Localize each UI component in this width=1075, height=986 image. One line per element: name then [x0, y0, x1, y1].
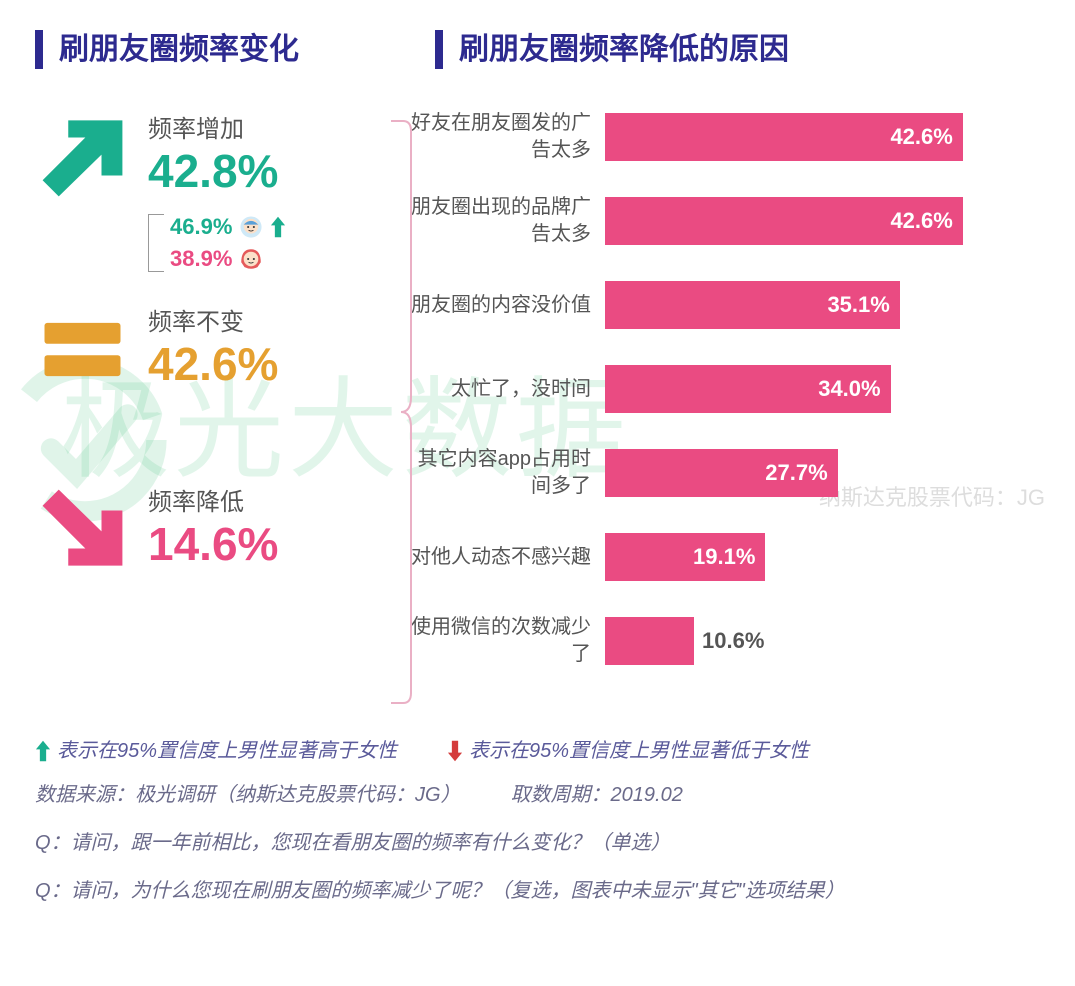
- footer-period: 取数周期：2019.02: [511, 776, 683, 814]
- bar-track: 27.7%: [605, 449, 1025, 497]
- bar-fill: 19.1%: [605, 533, 765, 581]
- bar-fill: 42.6%: [605, 197, 963, 245]
- bar-row: 对他人动态不感兴趣 19.1%: [405, 529, 1025, 585]
- bar-value: 19.1%: [693, 544, 755, 570]
- stat-same: 频率不变 42.6%: [35, 302, 395, 397]
- stat-increase: 频率增加 42.8%: [35, 109, 395, 204]
- title-left: 刷朋友圈频率变化: [35, 30, 395, 69]
- bar-value: 34.0%: [818, 376, 880, 402]
- equals-icon: [35, 302, 130, 397]
- bar-row: 使用微信的次数减少了 10.6%: [405, 613, 1025, 669]
- footer: 表示在95%置信度上男性显著高于女性 表示在95%置信度上男性显著低于女性 数据…: [35, 732, 1040, 910]
- breakdown-male: 46.9%: [170, 214, 395, 240]
- stat-decrease: 频率降低 14.6%: [35, 482, 395, 577]
- up-arrow-icon: [270, 216, 286, 238]
- bar-value: 27.7%: [765, 460, 827, 486]
- stat-increase-value: 42.8%: [148, 148, 278, 194]
- bar-fill: 34.0%: [605, 365, 891, 413]
- footer-q2: Q：请问，为什么您现在刷朋友圈的频率减少了呢？（复选，图表中未显示"其它"选项结…: [35, 872, 1040, 910]
- stat-increase-label: 频率增加: [148, 109, 278, 144]
- breakdown-female-value: 38.9%: [170, 246, 232, 272]
- stat-same-value: 42.6%: [148, 341, 278, 387]
- bar-fill: 42.6%: [605, 113, 963, 161]
- bar-track: 42.6%: [605, 113, 1025, 161]
- bar-label: 朋友圈的内容没价值: [405, 292, 605, 319]
- bar-track: 42.6%: [605, 197, 1025, 245]
- arrow-down-right-icon: [35, 482, 130, 577]
- increase-breakdown: 46.9% 38.9%: [170, 214, 395, 272]
- bar-track: 19.1%: [605, 533, 1025, 581]
- breakdown-male-value: 46.9%: [170, 214, 232, 240]
- bar-row: 太忙了，没时间 34.0%: [405, 361, 1025, 417]
- bar-label: 太忙了，没时间: [405, 376, 605, 403]
- bar-track: 34.0%: [605, 365, 1025, 413]
- bar-label: 好友在朋友圈发的广告太多: [405, 110, 605, 164]
- legend-up: 表示在95%置信度上男性显著高于女性: [35, 732, 397, 770]
- up-arrow-icon: [35, 740, 51, 762]
- stat-decrease-value: 14.6%: [148, 521, 278, 567]
- legend-down-text: 表示在95%置信度上男性显著低于女性: [469, 732, 809, 770]
- bar-value: 10.6%: [702, 628, 764, 654]
- bar-track: 10.6%: [605, 617, 1025, 665]
- footer-q1: Q：请问，跟一年前相比，您现在看朋友圈的频率有什么变化？（单选）: [35, 824, 1040, 862]
- bar-row: 朋友圈的内容没价值 35.1%: [405, 277, 1025, 333]
- bar-value: 42.6%: [890, 124, 952, 150]
- arrow-up-right-icon: [35, 109, 130, 204]
- legend-up-text: 表示在95%置信度上男性显著高于女性: [57, 732, 397, 770]
- bar-fill: [605, 617, 694, 665]
- bar-chart: 好友在朋友圈发的广告太多 42.6% 朋友圈出现的品牌广告太多 42.6% 朋友圈的内容…: [405, 109, 1025, 697]
- down-arrow-icon: [447, 740, 463, 762]
- footer-source: 数据来源：极光调研（纳斯达克股票代码：JG）: [35, 776, 461, 814]
- bar-value: 42.6%: [890, 208, 952, 234]
- bar-label: 朋友圈出现的品牌广告太多: [405, 194, 605, 248]
- bar-label: 对他人动态不感兴趣: [405, 544, 605, 571]
- female-face-icon: [238, 246, 264, 272]
- stat-decrease-label: 频率降低: [148, 482, 278, 517]
- stat-same-label: 频率不变: [148, 302, 278, 337]
- bar-value: 35.1%: [827, 292, 889, 318]
- bar-label: 其它内容app占用时间多了: [405, 446, 605, 500]
- male-face-icon: [238, 214, 264, 240]
- bar-row: 朋友圈出现的品牌广告太多 42.6%: [405, 193, 1025, 249]
- legend-down: 表示在95%置信度上男性显著低于女性: [447, 732, 809, 770]
- left-column: 频率增加 42.8% 46.9%: [35, 109, 395, 697]
- bar-track: 35.1%: [605, 281, 1025, 329]
- breakdown-female: 38.9%: [170, 246, 395, 272]
- title-right: 刷朋友圈频率降低的原因: [435, 30, 1015, 69]
- bar-fill: 35.1%: [605, 281, 900, 329]
- bar-label: 使用微信的次数减少了: [405, 614, 605, 668]
- bar-row: 其它内容app占用时间多了 27.7%: [405, 445, 1025, 501]
- bar-row: 好友在朋友圈发的广告太多 42.6%: [405, 109, 1025, 165]
- bar-fill: 27.7%: [605, 449, 838, 497]
